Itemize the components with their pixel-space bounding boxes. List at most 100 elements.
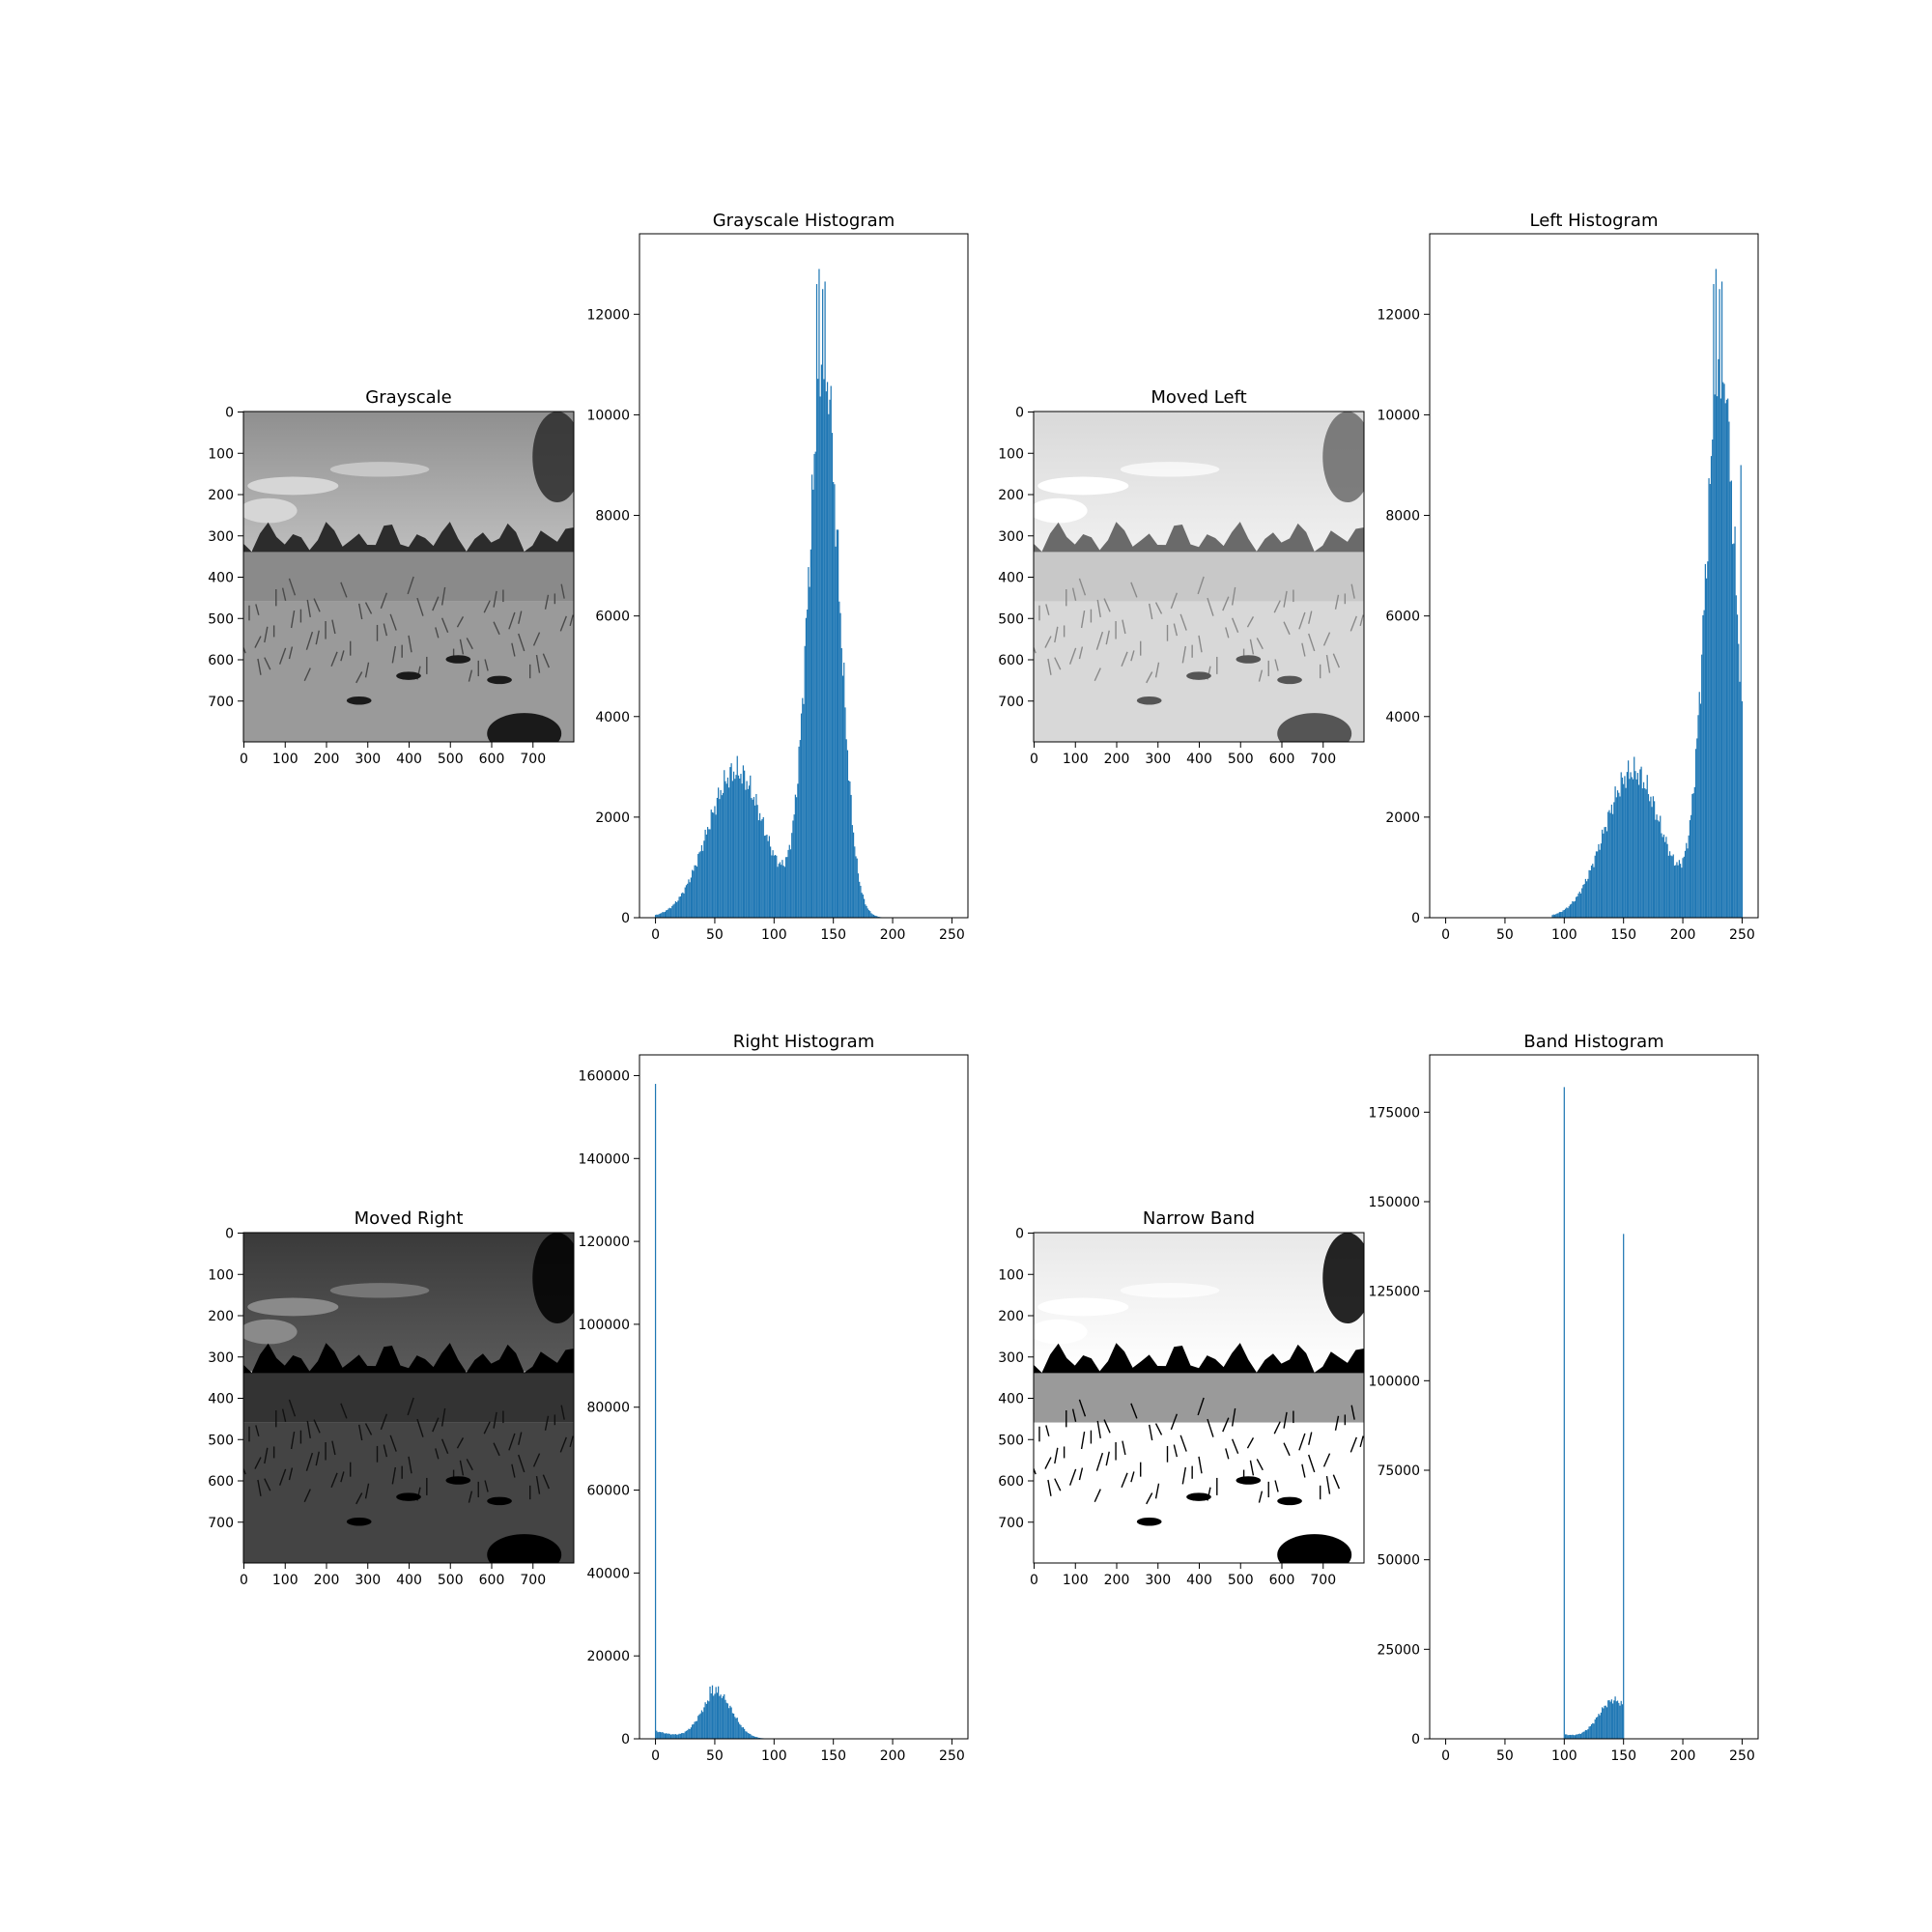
histogram-bar <box>744 1728 746 1739</box>
axes-frame <box>1429 1054 1759 1740</box>
histogram-bar <box>731 781 733 918</box>
histogram-bar <box>1677 865 1679 918</box>
x-tick-label: 700 <box>520 752 546 767</box>
histogram-bar <box>758 1737 761 1739</box>
histogram-bar <box>1634 771 1636 918</box>
histogram-bar <box>783 867 785 918</box>
histogram-bar <box>807 609 809 918</box>
histogram-bar <box>1636 773 1639 918</box>
histogram-bar <box>706 1700 709 1739</box>
histogram-bar <box>706 827 709 918</box>
histogram-bar <box>720 789 722 918</box>
cloud <box>243 1319 298 1345</box>
y-tick-label: 100000 <box>579 1318 630 1333</box>
histogram-bar <box>671 905 673 918</box>
reflection <box>487 675 512 685</box>
y-tick-label: 4000 <box>1385 710 1420 725</box>
histogram-bar <box>657 914 659 918</box>
panel-moved-left-image: Moved Left 0 100 200 300 400 500 600 700 0 100 200… <box>998 387 1365 767</box>
seedling <box>435 1448 440 1460</box>
histogram-bar <box>1595 851 1598 918</box>
histogram-bar <box>700 844 703 918</box>
histogram-bar <box>1612 1703 1614 1739</box>
histogram-bar <box>1608 1699 1610 1739</box>
histogram-bar <box>1676 862 1678 918</box>
x-tick-label: 200 <box>1104 752 1130 767</box>
histogram-bar <box>1741 700 1744 918</box>
histogram-bar <box>746 781 748 918</box>
histogram-bar <box>833 481 835 918</box>
histogram-bar <box>1703 610 1705 918</box>
histogram-bar <box>662 1732 664 1739</box>
histogram-bar <box>710 810 712 918</box>
histogram-bar <box>849 781 851 918</box>
histogram-bar <box>1665 837 1667 918</box>
histogram-bar <box>869 911 871 918</box>
histogram-bar <box>729 767 731 918</box>
histogram-bar <box>805 617 808 918</box>
histogram-bar <box>1632 779 1634 918</box>
histogram-bar <box>688 1728 690 1739</box>
seedling <box>483 1421 491 1435</box>
seedling <box>1130 1403 1138 1419</box>
seedling <box>1274 659 1279 671</box>
seedling <box>560 583 565 599</box>
seedling <box>432 596 440 611</box>
histogram-bar <box>654 1084 657 1739</box>
x-tick-label: 150 <box>820 927 846 943</box>
histogram-bar <box>1641 788 1643 918</box>
y-tick-label: 125000 <box>1369 1285 1420 1300</box>
histogram-bar <box>751 1735 753 1739</box>
seedling <box>508 1433 516 1451</box>
histogram-bar <box>1728 421 1730 918</box>
seedling <box>1359 1435 1364 1448</box>
seedling <box>416 1418 424 1437</box>
histogram-bar <box>1605 1705 1606 1739</box>
histogram-bar <box>810 549 811 918</box>
seedling <box>1246 616 1255 628</box>
x-tick-label: 0 <box>1441 927 1450 943</box>
seedling <box>440 586 446 606</box>
seedling <box>1054 1447 1059 1464</box>
histogram-bar <box>1569 1734 1572 1739</box>
histogram-bar <box>1561 911 1563 918</box>
seedling <box>1225 627 1230 639</box>
seedling <box>1154 662 1160 678</box>
histogram-bar <box>1625 787 1627 918</box>
seedling <box>1045 1425 1050 1436</box>
seedling <box>1246 1437 1255 1449</box>
histogram-bar <box>724 1699 726 1739</box>
seedling <box>407 576 414 595</box>
seedling <box>483 600 491 613</box>
seedling <box>493 1411 497 1429</box>
y-tick-label: 300 <box>208 529 234 545</box>
x-tick-label: 300 <box>355 752 381 767</box>
y-tick-label: 600 <box>208 653 234 668</box>
histogram-bar <box>810 474 813 918</box>
histogram-bar <box>1662 837 1663 918</box>
seedling <box>1078 578 1087 596</box>
histogram-bar <box>1653 801 1656 918</box>
histogram-bar <box>774 855 777 918</box>
seedling <box>391 645 397 664</box>
seedling <box>440 1438 449 1454</box>
histogram-bar <box>1618 1702 1620 1739</box>
seedling <box>1179 1435 1187 1452</box>
histogram-bar <box>689 882 691 918</box>
seedling <box>1078 1399 1087 1417</box>
seedling <box>380 592 388 610</box>
seedling <box>288 1467 294 1481</box>
reflection <box>1277 1496 1302 1506</box>
seedling <box>1273 600 1281 613</box>
y-tick-label: 300 <box>998 1350 1024 1366</box>
seedling <box>1096 1420 1101 1439</box>
histogram-bar <box>773 855 775 918</box>
y-tick-label: 0 <box>225 406 234 421</box>
histogram-bar <box>705 1703 707 1739</box>
histogram-bar <box>861 893 863 918</box>
histogram-bar <box>1719 398 1721 918</box>
histogram-bar <box>683 893 685 918</box>
histogram-bar <box>744 770 746 918</box>
histogram-bar <box>753 1736 755 1739</box>
histogram-bar <box>1652 796 1654 918</box>
